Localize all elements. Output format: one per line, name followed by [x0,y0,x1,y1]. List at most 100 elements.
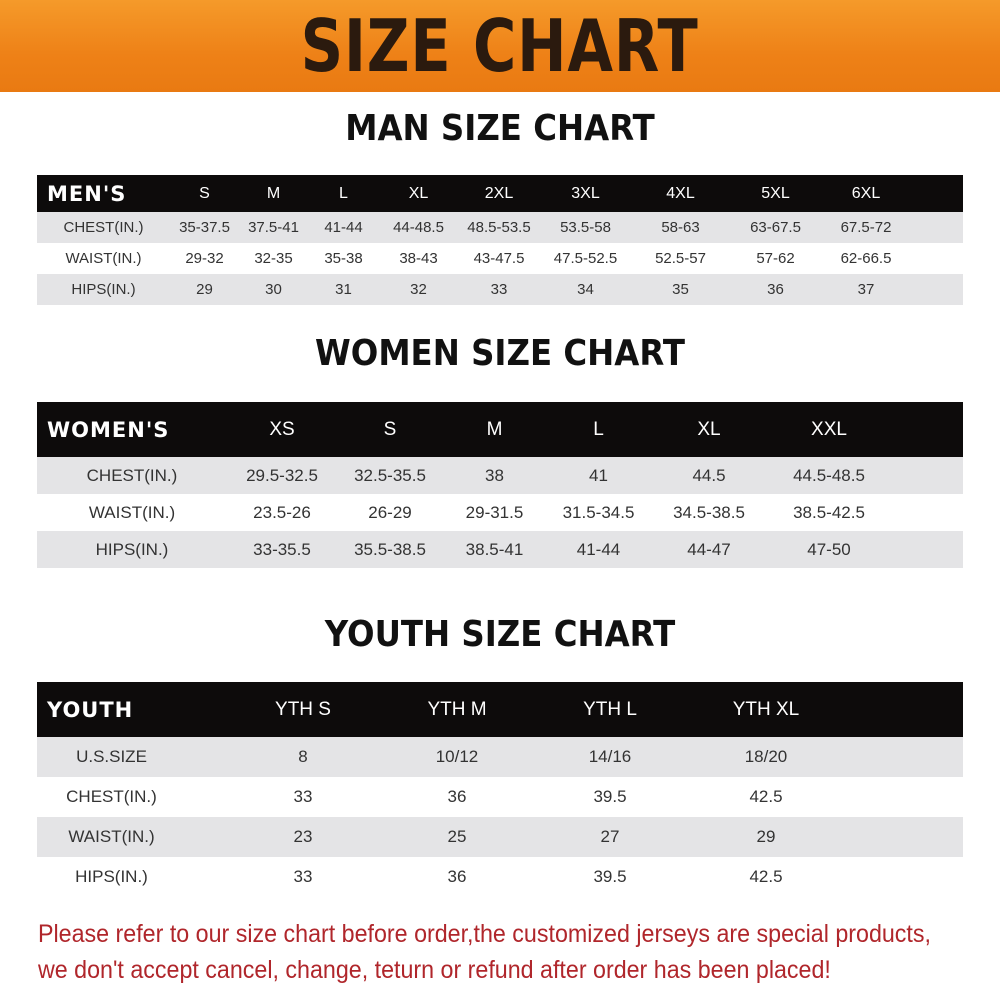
table-cell: 32 [410,281,427,298]
size-header: S [199,184,210,202]
table-row: WAIST(IN.) 29-32 32-35 35-38 38-43 43-47.5 47.… [37,243,963,274]
table-cell: 10/12 [435,747,479,766]
row-label: CHEST(IN.) [63,219,144,236]
table-cell: 29 [196,281,213,298]
table-cell: 44-48.5 [393,219,444,236]
row-label: WAIST(IN.) [88,502,176,522]
table-cell: 67.5-72 [840,219,892,236]
row-label: HIPS(IN.) [95,539,169,559]
youth-section-title: YOUTH SIZE CHART [324,614,676,655]
table-cell: 37 [857,281,875,298]
notice-line-2: we don't accept cancel, change, teturn o… [38,956,831,984]
table-cell: 31 [335,281,352,298]
table-cell: 35.5-38.5 [354,539,426,559]
table-cell: 33-35.5 [253,539,311,559]
table-cell: 38 [485,465,504,485]
table-cell: 41-44 [576,539,621,559]
table-cell: 39.5 [593,787,627,806]
table-cell: 14/16 [588,747,632,766]
row-label: CHEST(IN.) [86,465,178,485]
table-cell: 26-29 [368,502,412,522]
notice-line-1: Please refer to our size chart before or… [38,920,931,948]
table-cell: 38.5-41 [465,539,524,559]
size-header: XL [408,184,429,202]
table-cell: 48.5-53.5 [467,219,531,236]
table-cell: 23.5-26 [253,502,311,522]
size-header: YTH L [583,698,637,720]
table-cell: 41-44 [324,219,363,236]
table-cell: 39.5 [593,867,627,886]
row-label: U.S.SIZE [76,747,147,766]
table-cell: 43-47.5 [473,250,525,267]
table-cell: 8 [298,747,308,766]
table-cell: 62-66.5 [840,250,892,267]
table-cell: 36 [447,867,467,886]
table-header-label: MEN'S [47,181,127,206]
size-header: 3XL [571,184,600,202]
table-row: HIPS(IN.) 29 30 31 32 33 34 35 36 37 [37,274,963,305]
table-cell: 38.5-42.5 [793,502,865,522]
table-cell: 25 [447,827,467,846]
size-header: YTH XL [732,698,800,720]
table-cell: 42.5 [749,787,783,806]
table-cell: 35-38 [324,250,363,267]
table-cell: 34.5-38.5 [673,502,745,522]
table-cell: 27 [600,827,620,846]
table-row: WAIST(IN.) 23.5-26 26-29 29-31.5 31.5-34.5 34… [37,494,963,531]
table-cell: 23 [293,827,313,846]
table-cell: 31.5-34.5 [562,502,635,522]
size-header: M [486,418,503,440]
table-cell: 29 [756,827,776,846]
youth-size-table: YOUTH YTH S YTH M YTH L YTH XL U.S.SIZE 8 10/12… [37,682,963,897]
table-row: HIPS(IN.) 33-35.5 35.5-38.5 38.5-41 41-44 44-… [37,531,963,568]
size-header: XXL [811,418,847,440]
men-section-title: MAN SIZE CHART [345,108,655,149]
table-cell: 34 [577,281,594,298]
table-header-row: MEN'S S M L XL 2XL 3XL 4XL 5XL 6XL [37,175,963,212]
size-header: 5XL [761,184,790,202]
table-cell: 36 [767,281,784,298]
row-label: CHEST(IN.) [66,787,157,806]
table-row: HIPS(IN.) 33 36 39.5 42.5 [37,857,963,897]
table-cell: 32.5-35.5 [354,465,426,485]
size-header: L [593,418,604,440]
table-cell: 29.5-32.5 [246,465,318,485]
size-header: XL [697,418,721,440]
table-header-row: WOMEN'S XS S M L XL XXL [37,402,963,457]
table-cell: 29-32 [185,250,224,267]
women-section-title: WOMEN SIZE CHART [315,333,685,374]
table-cell: 36 [447,787,467,806]
title-banner: SIZE CHART [0,0,1000,92]
table-cell: 33 [293,867,313,886]
table-cell: 53.5-58 [560,219,611,236]
size-header: YTH M [427,698,487,720]
size-header: XS [269,418,295,440]
table-cell: 44.5 [692,465,726,485]
table-cell: 37.5-41 [248,219,299,236]
table-cell: 32-35 [254,250,293,267]
table-row: CHEST(IN.) 35-37.5 37.5-41 41-44 44-48.5 48.5… [37,212,963,243]
table-cell: 44-47 [687,539,731,559]
table-header-label: YOUTH [47,697,134,722]
table-header-row: YOUTH YTH S YTH M YTH L YTH XL [37,682,963,737]
table-cell: 35-37.5 [179,219,230,236]
table-header-label: WOMEN'S [47,417,170,442]
table-row: CHEST(IN.) 33 36 39.5 42.5 [37,777,963,817]
table-cell: 63-67.5 [750,219,801,236]
table-row: CHEST(IN.) 29.5-32.5 32.5-35.5 38 41 44.5 44.5… [37,457,963,494]
size-header: YTH S [275,698,331,720]
size-header: 2XL [484,184,514,202]
table-cell: 57-62 [756,250,795,267]
table-cell: 41 [589,465,608,485]
table-cell: 47.5-52.5 [553,250,618,267]
table-cell: 38-43 [399,250,438,267]
men-size-table: MEN'S S M L XL 2XL 3XL 4XL 5XL 6XL CHEST(IN.) 35-37… [37,175,963,305]
table-cell: 47-50 [807,539,851,559]
table-cell: 58-63 [661,219,700,236]
table-row: U.S.SIZE 8 10/12 14/16 18/20 [37,737,963,777]
row-label: HIPS(IN.) [75,867,148,886]
size-header: L [339,184,348,202]
women-size-table: WOMEN'S XS S M L XL XXL CHEST(IN.) 29.5-32.5 32.5… [37,402,963,568]
size-header: S [383,418,397,440]
table-cell: 18/20 [744,747,788,766]
